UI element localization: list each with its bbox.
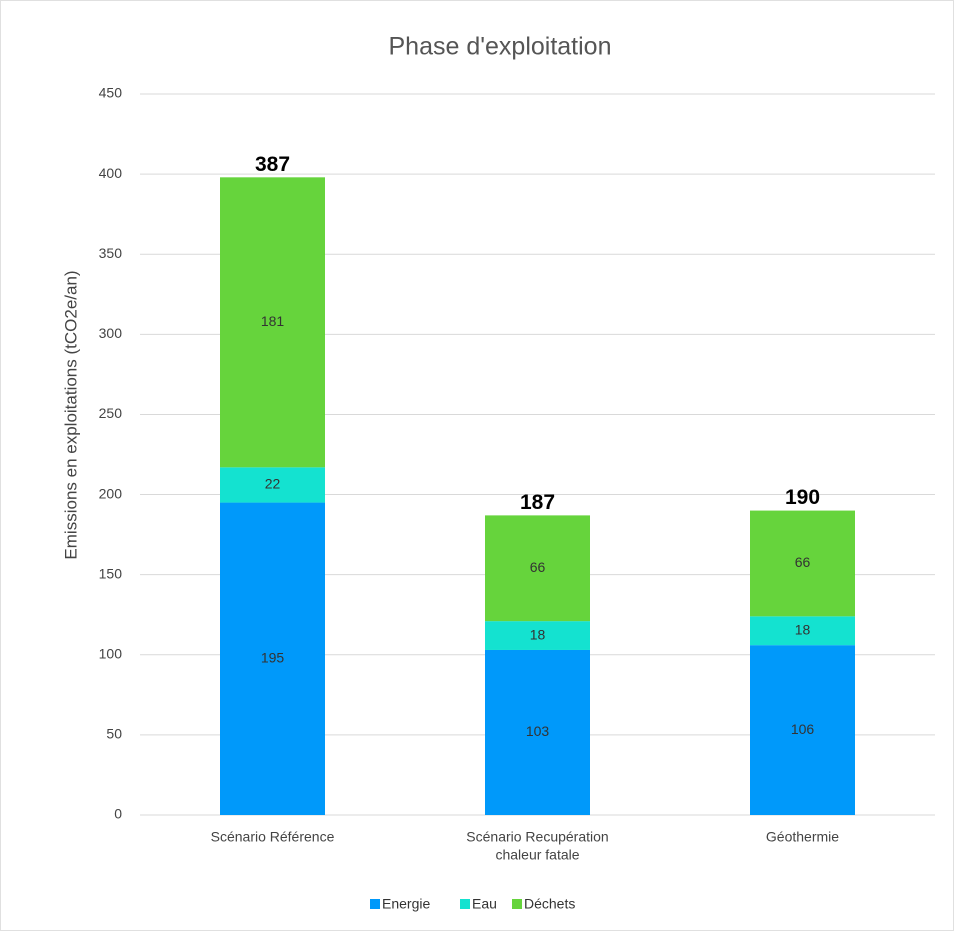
y-tick-label: 100 [99,645,123,661]
legend-swatch [370,899,380,909]
y-tick-label: 200 [99,485,123,501]
x-tick-label: chaleur fatale [495,847,579,863]
data-label: 18 [795,621,811,637]
x-tick-label: Scénario Référence [211,829,335,845]
y-tick-label: 350 [99,245,123,261]
bar-segment [750,645,855,815]
total-label: 387 [255,153,290,176]
legend-label: Energie [382,896,430,912]
y-axis-label: Emissions en exploitations (tCO2e/an) [61,270,80,559]
bar-segment [485,621,590,650]
data-label: 18 [530,626,546,642]
data-label: 66 [795,554,811,570]
bar-segment [485,515,590,622]
data-label: 66 [530,559,546,575]
legend-label: Déchets [524,896,575,912]
y-tick-label: 250 [99,405,123,421]
data-label: 106 [791,721,815,737]
y-tick-label: 450 [99,85,123,101]
legend-swatch [512,899,522,909]
bar-segment [220,502,325,815]
y-tick-label: 150 [99,565,123,581]
total-label: 190 [785,486,820,509]
y-tick-label: 0 [114,806,122,822]
legend-swatch [460,899,470,909]
y-tick-label: 400 [99,165,123,181]
data-label: 22 [265,476,281,492]
x-tick-label: Géothermie [766,829,839,845]
data-label: 195 [261,649,285,665]
total-label: 187 [520,491,555,514]
x-tick-label: Scénario Recupération [466,829,608,845]
bar-segment [750,616,855,646]
y-tick-label: 50 [106,726,122,742]
bar-segment [220,177,325,468]
data-label: 103 [526,723,550,739]
bar-segment [220,467,325,503]
chart-title: Phase d'exploitation [389,33,612,61]
data-label: 181 [261,313,285,329]
bar-segment [485,649,590,815]
legend-label: Eau [472,896,497,912]
bar-segment [750,510,855,617]
y-tick-label: 300 [99,325,123,341]
